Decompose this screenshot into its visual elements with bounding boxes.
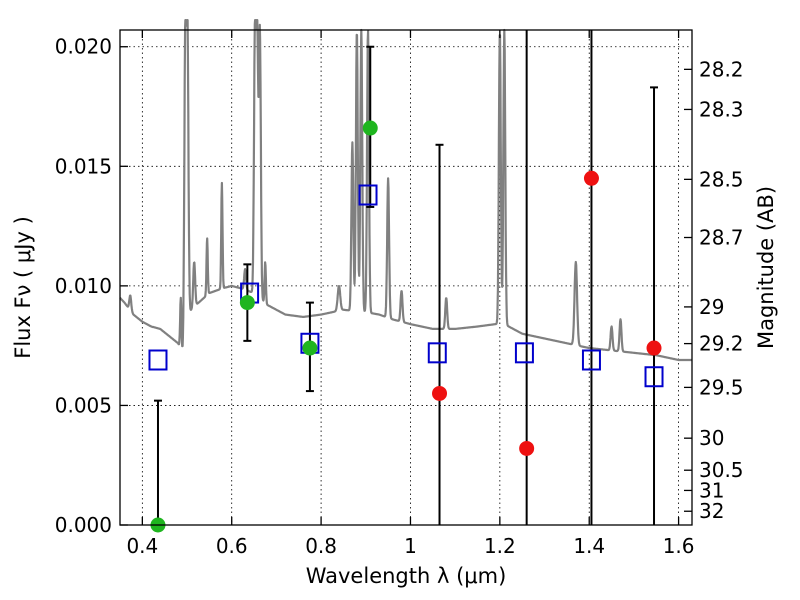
x-tick-label: 1 [404, 534, 417, 558]
plot-frame [119, 29, 693, 526]
observed-flux-marker [239, 295, 255, 311]
magnitude-tick-label: 28.7 [699, 226, 744, 250]
model-flux-marker [514, 342, 534, 364]
magnitude-tick-label: 30.5 [699, 458, 744, 482]
model-flux-marker [644, 366, 664, 388]
x-axis-ticks: 0.4 0.6 0.8 1 1.2 1.4 1.6 [126, 30, 695, 558]
y-tick-label: 0.005 [55, 393, 112, 417]
model-points [148, 184, 664, 388]
observed-flux-marker [646, 340, 662, 356]
observed-points [150, 120, 662, 533]
x-tick-label: 0.4 [126, 534, 158, 558]
y-tick-label: 0.020 [55, 35, 112, 59]
observed-flux-marker [302, 340, 318, 356]
x-tick-label: 1.6 [663, 534, 695, 558]
x-tick-label: 1.4 [573, 534, 605, 558]
y-tick-label: 0.000 [55, 513, 112, 537]
x-tick-label: 0.8 [305, 534, 337, 558]
model-flux-marker [427, 342, 447, 364]
spectrum-curve [119, 19, 693, 362]
magnitude-tick-label: 29 [699, 295, 724, 319]
observed-flux-marker [519, 440, 535, 456]
x-axis-title: Wavelength λ (μm) [306, 564, 507, 588]
y-axis-ticks: 0.000 0.005 0.010 0.015 0.020 [55, 35, 128, 537]
y-tick-label: 0.010 [55, 274, 112, 298]
y-tick-label: 0.015 [55, 154, 112, 178]
error-bars [153, 30, 659, 525]
magnitude-tick-label: 30 [699, 426, 724, 450]
x-tick-label: 1.2 [484, 534, 516, 558]
magnitude-tick-label: 28.2 [699, 57, 744, 81]
magnitude-tick-label: 29.2 [699, 332, 744, 356]
observed-flux-marker [362, 120, 378, 136]
spectrum-layer [119, 19, 693, 362]
magnitude-tick-label: 31 [699, 478, 724, 502]
y-axis-title: Flux Fν ( μJy ) [11, 216, 35, 359]
magnitude-tick-label: 28.5 [699, 167, 744, 191]
observed-flux-marker [432, 385, 448, 401]
magnitude-tick-label: 32 [699, 499, 724, 523]
observed-flux-marker [583, 170, 599, 186]
magnitude-axis-title: Magnitude (AB) [754, 186, 778, 349]
grid-lines [120, 30, 692, 526]
model-flux-marker [148, 349, 168, 371]
magnitude-tick-label: 29.5 [699, 375, 744, 399]
model-flux-marker [581, 349, 601, 371]
magnitude-tick-label: 28.3 [699, 97, 744, 121]
x-tick-label: 0.6 [216, 534, 248, 558]
model-flux-marker [358, 184, 378, 206]
